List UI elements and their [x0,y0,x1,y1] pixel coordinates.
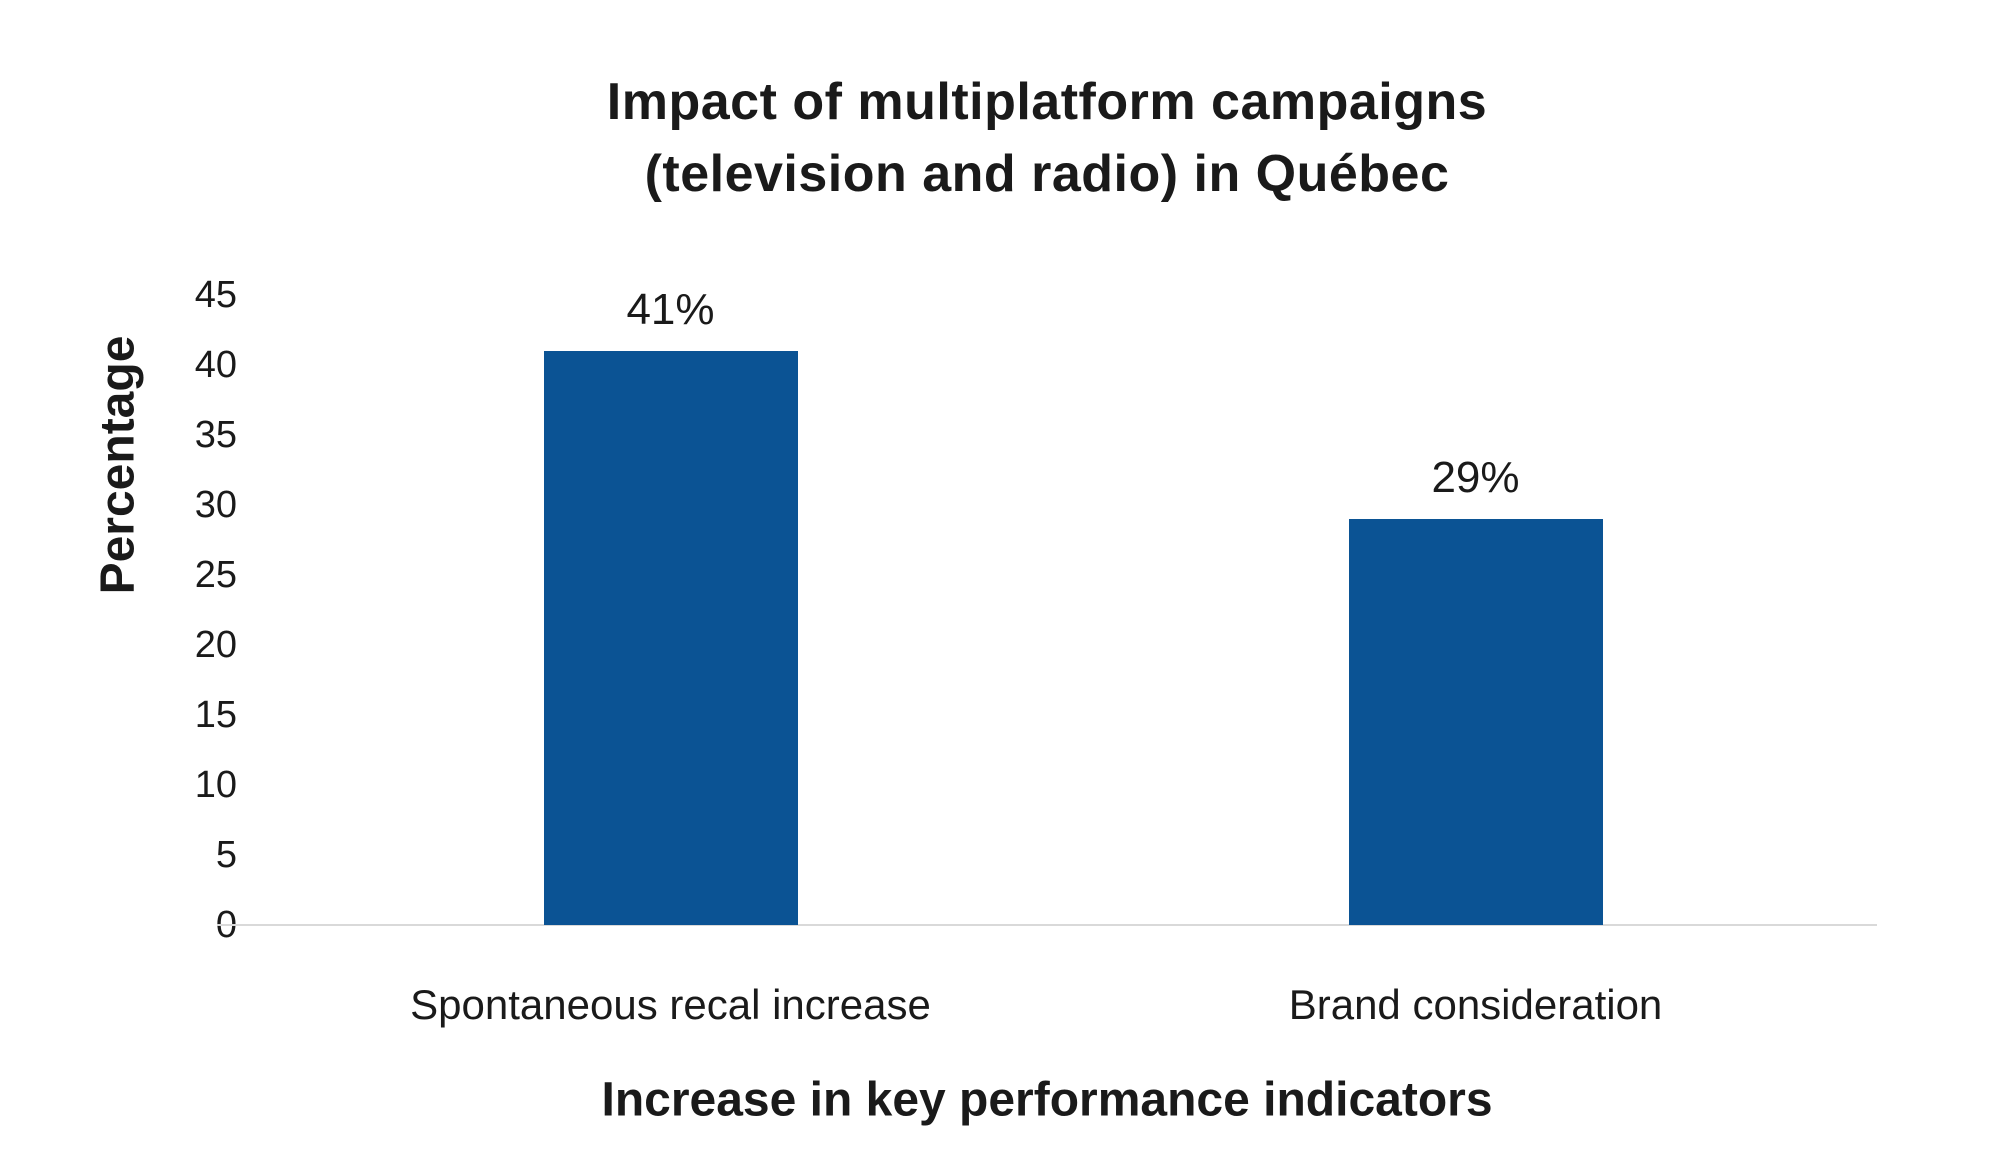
bar [1348,519,1603,925]
x-axis-title: Increase in key performance indicators [601,1073,1493,1127]
y-axis-title: Percentage [91,335,145,595]
y-tick-label: 10 [194,764,237,806]
y-tick-label: 15 [194,694,237,736]
y-tick-label: 45 [194,274,237,316]
x-axis-baseline [217,924,1877,926]
x-category-label: Spontaneous recal increase [410,981,931,1028]
y-tick-label: 20 [194,624,237,666]
y-tick-label: 25 [194,554,237,596]
bar-value-label: 41% [626,285,715,334]
y-tick-label: 35 [194,414,237,456]
bar-value-label: 29% [1431,453,1520,502]
x-category-label: Brand consideration [1288,981,1663,1028]
chart-title-line-1: Impact of multiplatform campaigns [606,73,1488,131]
y-tick-label: 5 [215,834,237,876]
y-tick-label: 40 [194,344,237,386]
bar [543,351,798,925]
chart-title-line-2: (television and radio) in Québec [644,145,1450,203]
chart-title: Impact of multiplatform campaigns (telev… [607,66,1487,210]
y-tick-label: 30 [194,484,237,526]
